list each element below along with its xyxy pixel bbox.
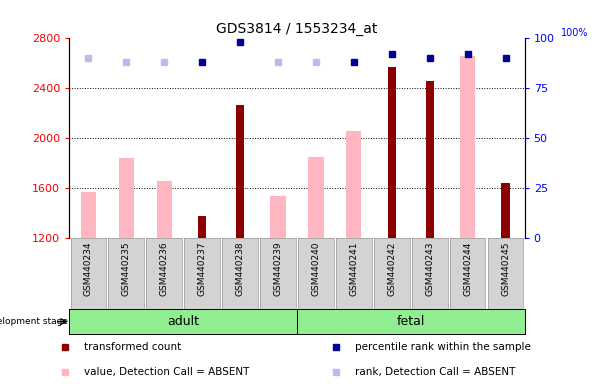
Text: GSM440235: GSM440235 <box>122 242 131 296</box>
Text: GSM440236: GSM440236 <box>160 242 169 296</box>
Bar <box>157 180 172 238</box>
Bar <box>502 183 510 238</box>
Bar <box>81 192 96 238</box>
Text: value, Detection Call = ABSENT: value, Detection Call = ABSENT <box>83 366 249 377</box>
Bar <box>346 131 361 238</box>
Text: GSM440237: GSM440237 <box>198 242 207 296</box>
Text: GSM440240: GSM440240 <box>311 242 320 296</box>
Text: GSM440241: GSM440241 <box>349 242 358 296</box>
Text: percentile rank within the sample: percentile rank within the sample <box>355 341 531 352</box>
Text: 100%: 100% <box>561 28 589 38</box>
Text: development stage: development stage <box>0 317 68 326</box>
Text: GSM440245: GSM440245 <box>501 242 510 296</box>
Bar <box>236 104 244 238</box>
Text: GSM440242: GSM440242 <box>387 242 396 296</box>
Text: GSM440234: GSM440234 <box>84 242 93 296</box>
Bar <box>270 195 286 238</box>
Bar <box>119 158 134 238</box>
Title: GDS3814 / 1553234_at: GDS3814 / 1553234_at <box>216 22 377 36</box>
Bar <box>426 81 434 238</box>
Bar <box>308 157 324 238</box>
Text: GSM440243: GSM440243 <box>425 242 434 296</box>
Bar <box>198 215 206 238</box>
Text: rank, Detection Call = ABSENT: rank, Detection Call = ABSENT <box>355 366 515 377</box>
Text: GSM440238: GSM440238 <box>236 242 245 296</box>
Text: GSM440239: GSM440239 <box>274 242 283 296</box>
Text: transformed count: transformed count <box>83 341 181 352</box>
Text: adult: adult <box>167 315 199 328</box>
Text: GSM440244: GSM440244 <box>463 242 472 296</box>
Bar <box>460 56 475 238</box>
Text: fetal: fetal <box>397 315 425 328</box>
Bar <box>388 67 396 238</box>
